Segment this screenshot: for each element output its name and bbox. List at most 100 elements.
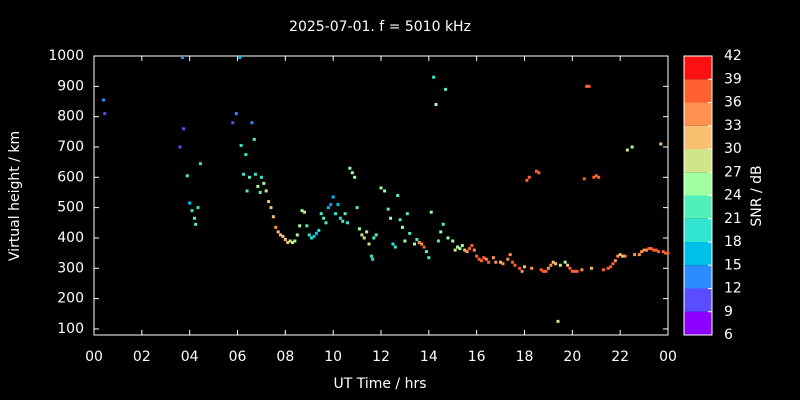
colorbar-tick-label: 21 <box>724 211 742 227</box>
colorbar-tick-label: 9 <box>724 304 733 320</box>
data-point <box>343 212 347 216</box>
data-point <box>451 239 455 243</box>
data-point <box>494 260 498 264</box>
x-tick-label: 08 <box>276 349 294 365</box>
data-point <box>178 145 182 149</box>
colorbar-tick-label: 39 <box>724 71 742 87</box>
y-tick-label: 500 <box>57 200 84 216</box>
data-point <box>625 148 629 152</box>
data-point <box>300 209 304 213</box>
data-point <box>291 241 295 245</box>
colorbar-tick-label: 6 <box>724 327 733 343</box>
colorbar-tick-label: 18 <box>724 234 742 250</box>
data-point <box>637 253 641 257</box>
colorbar-band <box>684 79 712 103</box>
data-point <box>460 244 464 248</box>
data-point <box>259 175 263 179</box>
data-point <box>371 257 375 261</box>
data-point <box>102 98 106 102</box>
data-point <box>271 215 275 219</box>
data-point <box>594 174 598 178</box>
data-point <box>346 221 350 225</box>
data-point <box>412 242 416 246</box>
data-point <box>334 212 338 216</box>
data-point <box>525 178 529 182</box>
x-tick-label: 18 <box>516 349 534 365</box>
data-point <box>279 233 283 237</box>
data-point <box>182 127 186 131</box>
data-point <box>642 248 646 252</box>
data-point <box>597 175 601 179</box>
data-point <box>472 248 476 252</box>
colorbar-band <box>684 102 712 126</box>
colorbar-tick-label: 12 <box>724 281 742 297</box>
data-point <box>103 112 107 116</box>
data-point <box>322 216 326 220</box>
data-point <box>621 254 625 258</box>
data-point <box>274 225 278 229</box>
data-point <box>252 137 256 141</box>
data-point <box>319 212 323 216</box>
y-tick-label: 800 <box>57 109 84 125</box>
data-point <box>192 216 196 220</box>
data-point <box>367 242 371 246</box>
data-point <box>305 224 309 228</box>
data-point <box>324 221 328 225</box>
data-point <box>530 266 534 270</box>
data-point <box>348 166 352 170</box>
x-tick-label: 16 <box>468 349 486 365</box>
data-point <box>463 248 467 252</box>
data-point <box>241 172 245 176</box>
colorbar-tick-label: 33 <box>724 118 742 134</box>
data-point <box>654 248 658 252</box>
colorbar-band <box>684 172 712 196</box>
x-axis-label: UT Time / hrs <box>333 376 426 392</box>
colorbar-band <box>684 242 712 266</box>
data-point <box>379 186 383 190</box>
data-point <box>401 225 405 229</box>
data-point <box>362 236 366 240</box>
data-point <box>556 319 560 323</box>
data-point <box>647 247 651 251</box>
data-point <box>585 84 589 88</box>
data-point <box>283 237 287 241</box>
y-axis-label: Virtual height / km <box>7 131 23 261</box>
data-point <box>396 194 400 197</box>
data-point <box>331 195 335 199</box>
y-tick-label: 400 <box>57 230 84 246</box>
data-point <box>549 263 553 267</box>
data-point <box>601 268 605 272</box>
data-point <box>180 56 184 60</box>
data-point <box>329 203 333 207</box>
data-point <box>398 218 402 222</box>
x-tick-label: 00 <box>85 349 103 365</box>
data-point <box>253 172 257 176</box>
data-point <box>314 231 318 235</box>
data-point <box>369 254 373 258</box>
data-point <box>511 260 515 264</box>
data-point <box>479 259 483 263</box>
colorbar-tick-label: 30 <box>724 141 742 157</box>
data-point <box>391 242 395 246</box>
data-point <box>582 177 586 181</box>
plot-frame <box>93 55 669 336</box>
data-point <box>188 201 192 205</box>
data-point <box>523 265 526 269</box>
data-point <box>374 233 378 237</box>
data-point <box>386 207 390 211</box>
data-point <box>573 269 577 273</box>
data-point <box>623 254 627 258</box>
data-point <box>544 269 548 273</box>
data-point <box>262 181 266 185</box>
data-point <box>613 259 617 263</box>
data-point <box>429 210 433 214</box>
data-point <box>420 242 424 246</box>
data-point <box>630 145 634 149</box>
data-point <box>286 241 290 245</box>
colorbar-tick-label: 36 <box>724 95 742 111</box>
data-point <box>434 103 438 107</box>
colorbar-band <box>684 125 712 149</box>
data-point <box>393 245 397 249</box>
data-point <box>422 245 426 249</box>
colorbar-band <box>684 288 712 312</box>
